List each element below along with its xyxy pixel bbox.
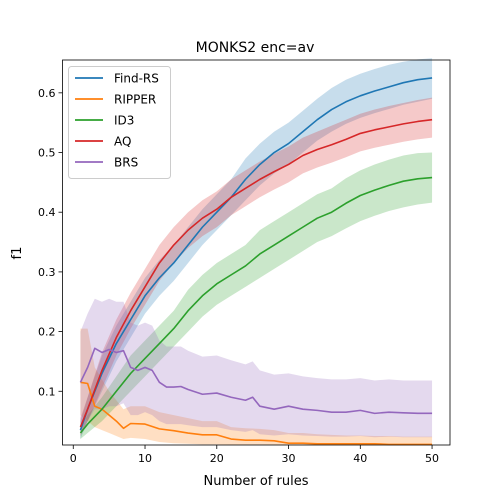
band-ripper <box>80 328 433 445</box>
x-tick-label: 20 <box>210 452 224 465</box>
x-axis-ticks: 0 10 20 30 40 50 <box>70 445 439 465</box>
band-brs <box>80 298 433 438</box>
series-lines <box>79 77 433 446</box>
band-aq <box>80 97 433 437</box>
x-tick-label: 10 <box>138 452 152 465</box>
legend-label-id3: ID3 <box>114 114 134 128</box>
confidence-bands <box>80 58 433 445</box>
y-tick-label: 0.3 <box>38 266 56 279</box>
x-axis-label: Number of rules <box>204 474 309 489</box>
x-tick-label: 30 <box>282 452 296 465</box>
y-tick-label: 0.2 <box>38 326 56 339</box>
y-axis-ticks: 0.1 0.2 0.3 0.4 0.5 0.6 <box>38 87 63 398</box>
band-find-rs <box>80 58 433 440</box>
chart-title: MONKS2 enc=av <box>196 40 315 56</box>
legend-label-aq: AQ <box>114 135 131 149</box>
legend-label-find-rs: Find-RS <box>114 72 159 86</box>
x-tick-label: 40 <box>353 452 367 465</box>
y-axis-label: f1 <box>10 247 25 260</box>
line-aq <box>79 118 433 428</box>
legend-box <box>68 66 171 179</box>
plot-frame <box>62 59 451 446</box>
line-ripper <box>80 381 433 446</box>
band-id3 <box>80 152 433 440</box>
line-brs <box>79 347 433 415</box>
x-tick-label: 0 <box>70 452 77 465</box>
legend-label-brs: BRS <box>114 156 138 170</box>
line-id3 <box>79 176 433 434</box>
line-find-rs <box>79 77 433 431</box>
y-tick-label: 0.6 <box>38 87 56 100</box>
legend: Find-RS RIPPER ID3 AQ BRS <box>68 66 171 179</box>
x-tick-label: 50 <box>425 452 439 465</box>
y-tick-label: 0.4 <box>38 206 56 219</box>
y-tick-label: 0.1 <box>38 385 56 398</box>
legend-label-ripper: RIPPER <box>114 93 156 107</box>
y-tick-label: 0.5 <box>38 147 56 160</box>
